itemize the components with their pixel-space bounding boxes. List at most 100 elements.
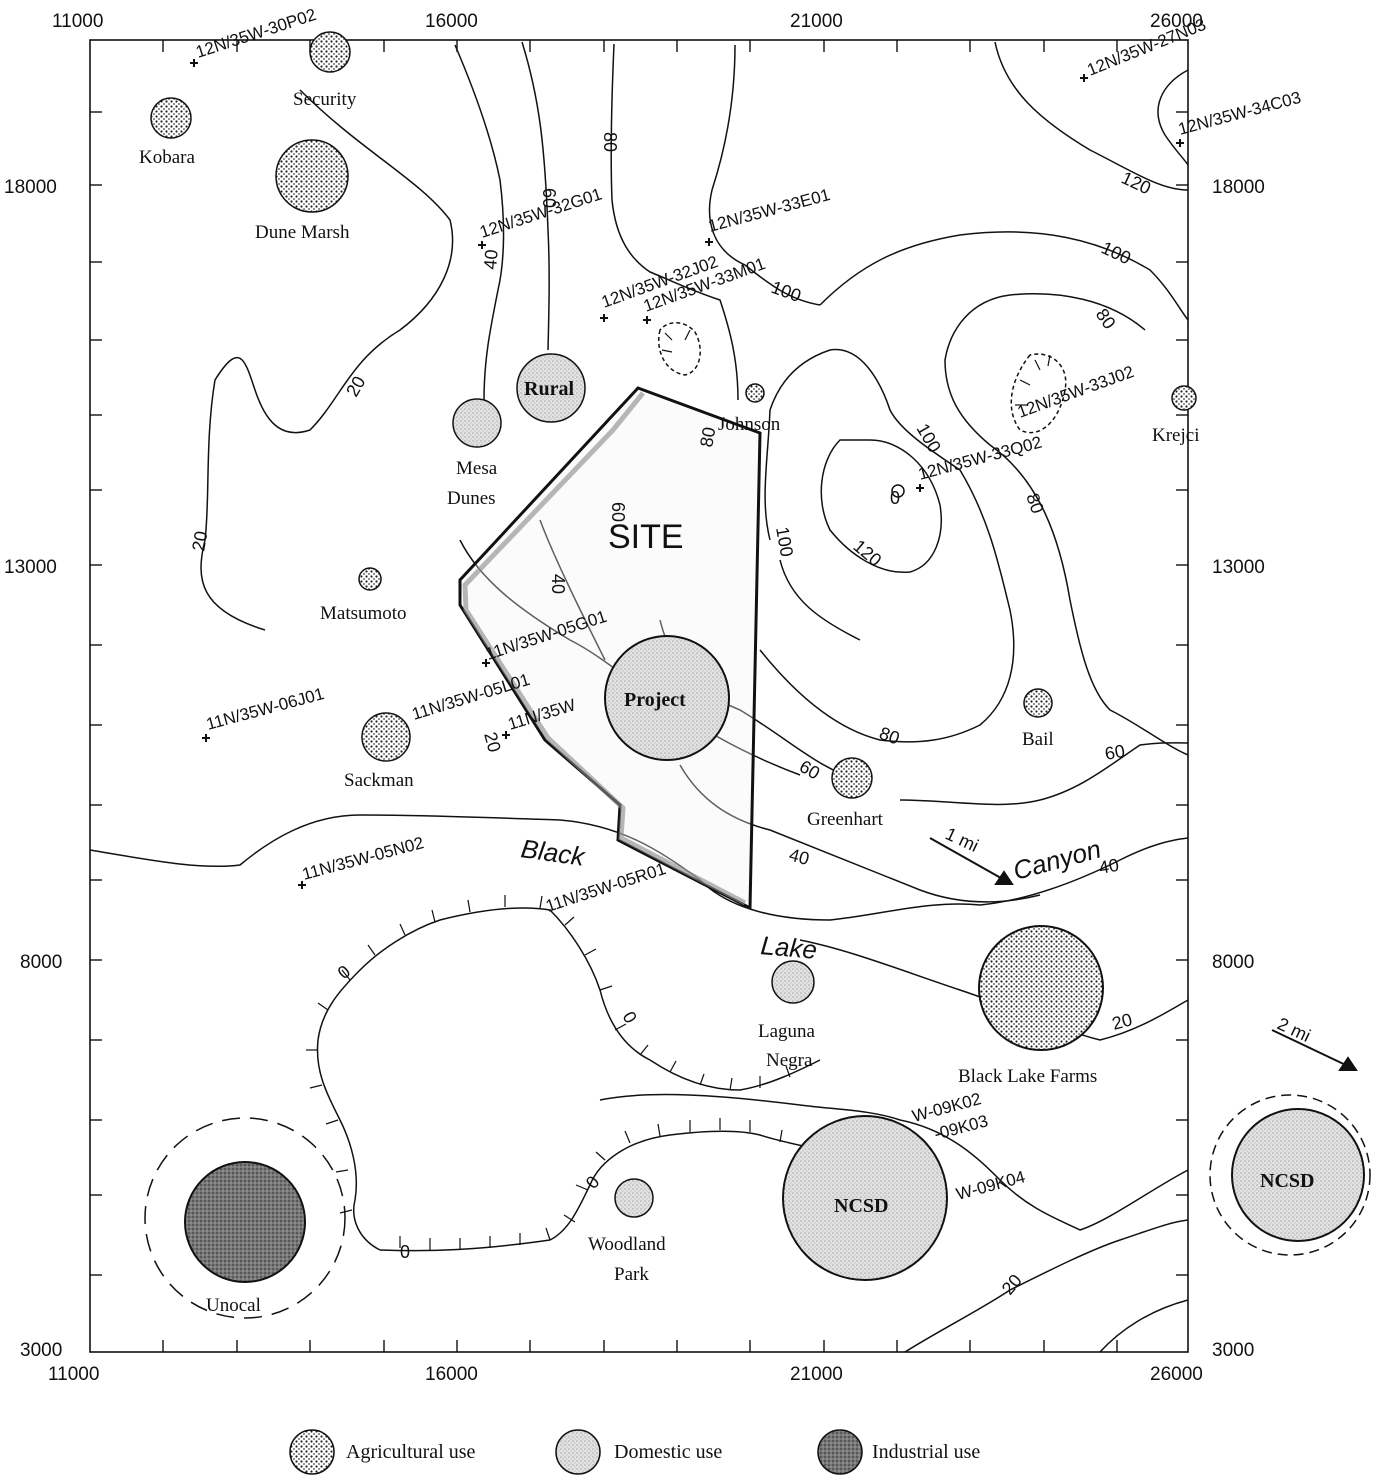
legend-industrial: Industrial use (872, 1441, 980, 1463)
label-lake: Lake (759, 930, 818, 965)
user-rural (516, 353, 586, 423)
legend-swatch-domestic (555, 1429, 601, 1475)
user-bail (1023, 688, 1053, 718)
user-woodland-park (614, 1178, 654, 1218)
label-1mi: 1 mi (942, 823, 981, 856)
contour-0e: 0 (890, 488, 900, 508)
contour-80d: 80 (696, 425, 719, 448)
x-tick-bottom-16000: 16000 (425, 1364, 478, 1385)
user-matsumoto (358, 567, 382, 591)
well-30p02: 12N/35W-30P02 (193, 5, 318, 62)
contour-80b: 80 (1092, 305, 1120, 333)
contour-0d: 0 (582, 1172, 604, 1193)
label-laguna-2: Negra (766, 1050, 813, 1071)
contour-80e: 80 (877, 723, 903, 749)
contour-80a: 80 (600, 132, 620, 152)
y-tick-left-8000: 8000 (20, 952, 62, 973)
contour-40d: 40 (1097, 855, 1120, 878)
contour-0c: 0 (400, 1242, 410, 1262)
label-canyon: Canyon (1010, 834, 1104, 886)
contour-100b: 100 (1098, 237, 1134, 268)
x-tick-bottom-26000: 26000 (1150, 1364, 1203, 1385)
contour-100c: 100 (913, 420, 945, 456)
label-bail: Bail (1022, 729, 1054, 750)
contour-100d: 100 (772, 525, 797, 558)
well-markers (190, 59, 1184, 889)
label-unocal: Unocal (206, 1295, 261, 1316)
contour-60a: 60 (539, 188, 559, 208)
user-johnson (745, 383, 765, 403)
label-security: Security (293, 89, 357, 110)
user-black-lake-farms (978, 925, 1104, 1051)
contour-40b: 40 (548, 574, 568, 594)
label-matsumoto: Matsumoto (320, 603, 407, 624)
label-ncsd-east: NCSD (1260, 1170, 1314, 1192)
contour-20b: 20 (188, 529, 211, 552)
label-mesa-dunes-1: Mesa (456, 458, 498, 479)
label-project: Project (624, 689, 686, 711)
contour-20a: 20 (342, 373, 369, 400)
user-mesa-dunes (452, 398, 502, 448)
y-tick-left-13000: 13000 (4, 557, 57, 578)
legend-swatch-industrial (817, 1429, 863, 1475)
user-security (309, 31, 351, 73)
x-tick-top-11000: 11000 (52, 11, 103, 32)
y-tick-right-8000: 8000 (1212, 952, 1254, 973)
user-kobara (150, 97, 192, 139)
contour-100a: 100 (769, 277, 804, 306)
contour-60d: 60 (1103, 741, 1126, 764)
label-rural: Rural (524, 378, 574, 400)
y-tick-right-3000: 3000 (1212, 1340, 1254, 1361)
well-34c03: 12N/35W-34C03 (1176, 88, 1303, 139)
y-tick-right-13000: 13000 (1212, 557, 1265, 578)
water-users (150, 31, 1365, 1283)
contour-lines (89, 41, 1189, 1353)
contour-40c: 40 (787, 845, 812, 870)
contour-60b: 60 (608, 502, 628, 522)
contour-20c: 20 (480, 730, 505, 755)
user-laguna-negra (771, 960, 815, 1004)
user-ncsd-main (782, 1115, 948, 1281)
legend-swatch-agricultural (289, 1429, 335, 1475)
label-johnson: Johnson (718, 414, 781, 435)
label-greenhart: Greenhart (807, 809, 884, 830)
legend-agricultural: Agricultural use (346, 1441, 476, 1463)
contour-120b: 120 (849, 536, 885, 571)
user-sackman (361, 712, 411, 762)
user-krejci (1171, 385, 1197, 411)
user-dune-marsh (275, 139, 349, 213)
label-woodland-1: Woodland (588, 1234, 666, 1255)
y-tick-left-18000: 18000 (4, 177, 57, 198)
site-label: SITE (608, 518, 684, 556)
x-tick-bottom-21000: 21000 (790, 1364, 843, 1385)
label-black-lake-farms: Black Lake Farms (958, 1066, 1097, 1087)
label-kobara: Kobara (139, 147, 195, 168)
well-33j02: 12N/35W-33J02 (1015, 362, 1137, 422)
label-black: Black (519, 833, 588, 872)
label-krejci: Krejci (1152, 425, 1199, 446)
user-ncsd-east (1231, 1108, 1365, 1242)
label-woodland-2: Park (614, 1264, 649, 1285)
well-05n02: 11N/35W-05N02 (300, 833, 426, 884)
map-frame (89, 39, 1189, 1353)
well-33q02-circle (891, 484, 905, 498)
label-laguna-1: Laguna (758, 1021, 816, 1042)
y-tick-right-18000: 18000 (1212, 177, 1265, 198)
well-27n03: 12N/35W-27N03 (1084, 15, 1208, 80)
label-sackman: Sackman (344, 770, 414, 791)
contour-0b: 0 (619, 1008, 641, 1027)
arrow-2mi (1271, 1029, 1358, 1071)
legend: Agricultural use Domestic use Industrial… (289, 1429, 980, 1475)
y-tick-left-3000: 3000 (20, 1340, 62, 1361)
user-greenhart (831, 757, 873, 799)
label-ncsd-main: NCSD (834, 1195, 888, 1217)
well-33e01: 12N/35W-33E01 (706, 185, 832, 236)
frame-ticks (90, 40, 1188, 1352)
ncsd-ring-east (1209, 1094, 1371, 1256)
label-mesa-dunes-2: Dunes (447, 488, 496, 509)
depression-hachures (306, 329, 1051, 1250)
legend-domestic: Domestic use (614, 1441, 722, 1463)
arrow-1mi (929, 837, 1014, 885)
well-06j01: 11N/35W-06J01 (204, 684, 326, 734)
